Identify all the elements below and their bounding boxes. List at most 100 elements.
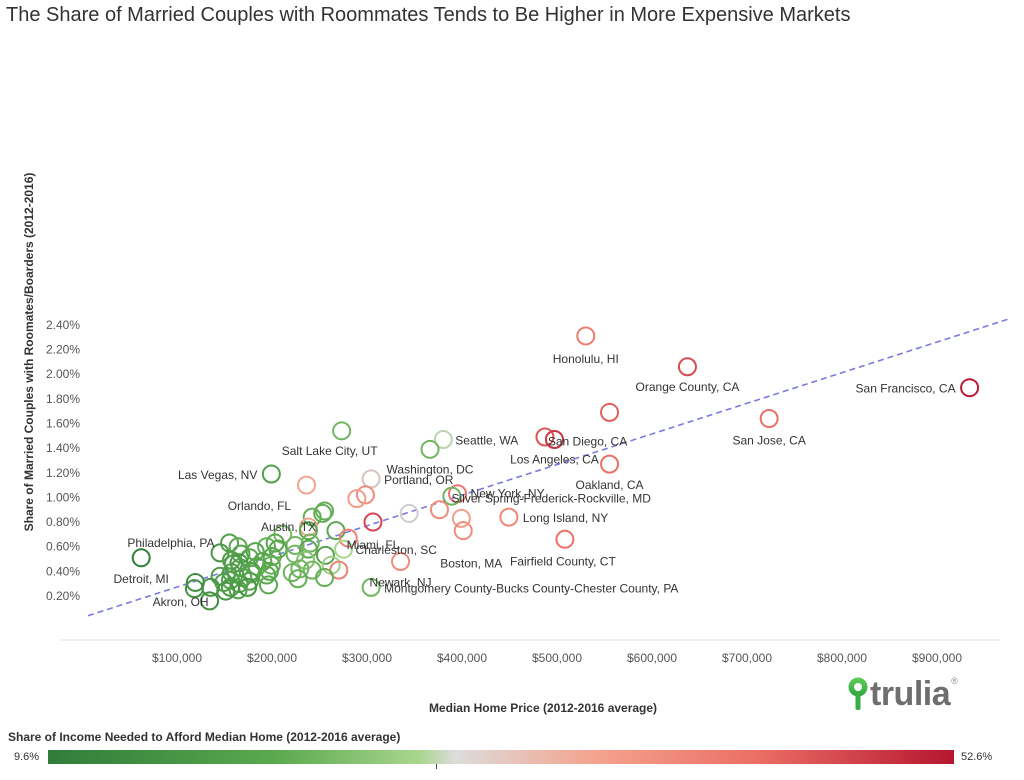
y-axis-title: Share of Married Couples with Roomates/B… bbox=[22, 173, 36, 532]
data-point[interactable] bbox=[238, 577, 258, 597]
data-point[interactable] bbox=[262, 547, 282, 567]
x-tick-label: $300,000 bbox=[342, 651, 392, 665]
color-legend-marker bbox=[436, 764, 437, 769]
data-point[interactable] bbox=[361, 577, 381, 597]
data-point[interactable] bbox=[451, 508, 471, 528]
x-tick-label: $900,000 bbox=[912, 651, 962, 665]
color-legend-title: Share of Income Needed to Afford Median … bbox=[8, 730, 401, 744]
data-point[interactable] bbox=[288, 569, 308, 589]
data-point[interactable] bbox=[332, 421, 352, 441]
logo-wordmark: trulia bbox=[870, 675, 951, 713]
data-point[interactable] bbox=[184, 579, 204, 599]
x-tick-label: $100,000 bbox=[152, 651, 202, 665]
point-label: Orlando, FL bbox=[228, 499, 292, 513]
y-tick-label: 0.20% bbox=[46, 589, 80, 603]
data-point[interactable] bbox=[600, 454, 620, 474]
data-point[interactable] bbox=[241, 564, 261, 584]
data-point[interactable] bbox=[216, 581, 236, 601]
y-tick-label: 1.40% bbox=[46, 441, 80, 455]
x-tick-label: $800,000 bbox=[817, 651, 867, 665]
data-point[interactable] bbox=[433, 429, 453, 449]
y-tick-label: 0.60% bbox=[46, 540, 80, 554]
point-label: Montgomery County-Bucks County-Chester C… bbox=[384, 581, 678, 595]
data-point[interactable] bbox=[185, 572, 205, 592]
data-point[interactable] bbox=[499, 507, 519, 527]
y-tick-label: 2.20% bbox=[46, 343, 80, 357]
data-point[interactable] bbox=[315, 501, 335, 521]
point-label: Honolulu, HI bbox=[553, 352, 619, 366]
trulia-logo: trulia ® bbox=[846, 676, 958, 712]
y-tick-label: 2.40% bbox=[46, 318, 80, 332]
data-point[interactable] bbox=[200, 591, 220, 611]
data-point[interactable] bbox=[257, 565, 277, 585]
data-point[interactable] bbox=[228, 580, 248, 600]
point-label: San Diego, CA bbox=[548, 434, 627, 448]
point-label: Fairfield County, CT bbox=[510, 554, 616, 568]
data-point[interactable] bbox=[298, 539, 318, 559]
point-label: Portland, OR bbox=[384, 473, 454, 487]
data-point[interactable] bbox=[253, 551, 273, 571]
data-point[interactable] bbox=[257, 537, 277, 557]
data-point[interactable] bbox=[338, 528, 358, 548]
point-label: New York, NY bbox=[471, 487, 545, 501]
x-axis-ticks: $100,000 $200,000 $300,000 $400,000 $500,000… bbox=[152, 651, 962, 665]
point-label: Detroit, MI bbox=[114, 572, 169, 586]
chart-title: The Share of Married Couples with Roomma… bbox=[6, 4, 851, 26]
data-point[interactable] bbox=[302, 507, 322, 527]
data-point[interactable] bbox=[544, 429, 564, 449]
color-legend-min-label: 9.6% bbox=[14, 751, 40, 763]
data-point[interactable] bbox=[363, 512, 383, 532]
data-point[interactable] bbox=[298, 521, 318, 541]
point-label: Las Vegas, NV bbox=[178, 468, 257, 482]
data-point[interactable] bbox=[315, 568, 335, 588]
data-point[interactable] bbox=[282, 563, 302, 583]
x-axis-title: Median Home Price (2012-2016 average) bbox=[429, 701, 657, 715]
data-point[interactable] bbox=[960, 378, 980, 398]
data-points bbox=[131, 326, 980, 611]
data-point[interactable] bbox=[313, 503, 333, 523]
data-point[interactable] bbox=[355, 485, 375, 505]
registered-mark: ® bbox=[951, 676, 958, 686]
data-point[interactable] bbox=[442, 486, 462, 506]
data-point[interactable] bbox=[420, 439, 440, 459]
data-point[interactable] bbox=[131, 548, 151, 568]
point-label: Austin, TX bbox=[261, 520, 316, 534]
data-point[interactable] bbox=[316, 545, 335, 565]
point-label: Seattle, WA bbox=[455, 433, 518, 447]
data-point[interactable] bbox=[334, 539, 354, 559]
point-label: San Francisco, CA bbox=[856, 382, 956, 396]
data-point[interactable] bbox=[361, 469, 381, 489]
y-tick-label: 1.00% bbox=[46, 490, 80, 504]
point-label: Newark, NJ bbox=[370, 575, 432, 589]
data-point[interactable] bbox=[555, 529, 575, 549]
point-label: Long Island, NY bbox=[523, 511, 608, 525]
color-legend-gradient bbox=[48, 750, 954, 764]
data-point[interactable] bbox=[259, 561, 279, 581]
data-point[interactable] bbox=[259, 575, 278, 595]
y-tick-label: 1.20% bbox=[46, 466, 80, 480]
data-point[interactable] bbox=[261, 464, 281, 484]
data-point[interactable] bbox=[759, 409, 779, 429]
y-tick-label: 1.60% bbox=[46, 416, 80, 430]
data-point[interactable] bbox=[576, 326, 596, 346]
data-point[interactable] bbox=[453, 521, 473, 541]
data-point[interactable] bbox=[600, 402, 620, 422]
x-tick-label: $400,000 bbox=[437, 651, 487, 665]
y-tick-label: 0.40% bbox=[46, 564, 80, 578]
point-labels: Honolulu, HI Orange County, CA San Francis… bbox=[114, 352, 956, 609]
data-point[interactable] bbox=[535, 427, 555, 447]
data-point[interactable] bbox=[297, 475, 316, 495]
x-tick-label: $600,000 bbox=[627, 651, 677, 665]
point-label: Akron, OH bbox=[153, 595, 209, 609]
point-label: San Jose, CA bbox=[732, 434, 805, 448]
y-tick-label: 0.80% bbox=[46, 515, 80, 529]
data-point[interactable] bbox=[677, 357, 697, 377]
data-point[interactable] bbox=[430, 500, 449, 520]
data-point[interactable] bbox=[399, 503, 419, 523]
point-label: Washington, DC bbox=[387, 462, 474, 476]
map-pin-icon bbox=[848, 677, 868, 710]
point-label: Orange County, CA bbox=[636, 380, 740, 394]
data-point[interactable] bbox=[391, 551, 411, 571]
data-point[interactable] bbox=[347, 489, 367, 509]
